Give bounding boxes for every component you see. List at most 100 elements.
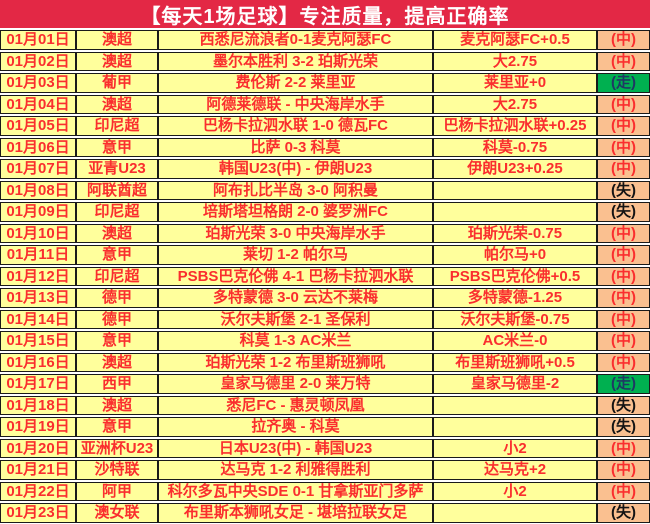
table-row: 01月10日 澳超 珀斯光荣 3-0 中央海岸水手 珀斯光荣-0.75 (中) bbox=[0, 223, 650, 243]
match-cell: 珀斯光荣 1-2 布里斯班狮吼 bbox=[158, 352, 433, 372]
result-cell: (中) bbox=[597, 460, 650, 480]
result-cell: (失) bbox=[597, 503, 650, 523]
tips-table: 01月01日 澳超 西悉尼流浪者0-1麦克阿瑟FC 麦克阿瑟FC+0.5 (中) 01月0… bbox=[0, 28, 650, 524]
result-cell: (中) bbox=[597, 30, 650, 50]
match-cell: 珀斯光荣 3-0 中央海岸水手 bbox=[158, 223, 433, 243]
match-cell: 韩国U23(中) - 伊朗U23 bbox=[158, 159, 433, 179]
pick-cell bbox=[433, 503, 597, 523]
table-row: 01月12日 印尼超 PSBS巴克伦佛 4-1 巴杨卡拉泗水联 PSBS巴克伦佛+0.… bbox=[0, 266, 650, 286]
pick-cell: 皇家马德里-2 bbox=[433, 374, 597, 394]
league-cell: 阿联酋超 bbox=[76, 180, 158, 200]
table-row: 01月18日 澳超 悉尼FC - 惠灵顿凤凰 (失) bbox=[0, 395, 650, 415]
table-row: 01月16日 澳超 珀斯光荣 1-2 布里斯班狮吼 布里斯班狮吼+0.5 (中) bbox=[0, 352, 650, 372]
date-cell: 01月19日 bbox=[0, 417, 76, 437]
table-row: 01月08日 阿联酋超 阿布扎比半岛 3-0 阿积曼 (失) bbox=[0, 180, 650, 200]
result-cell: (失) bbox=[597, 202, 650, 222]
pick-cell: 伊朗U23+0.25 bbox=[433, 159, 597, 179]
pick-cell bbox=[433, 395, 597, 415]
table-row: 01月15日 意甲 科莫 1-3 AC米兰 AC米兰-0 (中) bbox=[0, 331, 650, 351]
date-cell: 01月01日 bbox=[0, 30, 76, 50]
league-cell: 葡甲 bbox=[76, 73, 158, 93]
pick-cell bbox=[433, 417, 597, 437]
table-row: 01月13日 德甲 多特蒙德 3-0 云达不莱梅 多特蒙德-1.25 (中) bbox=[0, 288, 650, 308]
table-row: 01月02日 澳超 墨尔本胜利 3-2 珀斯光荣 大2.75 (中) bbox=[0, 51, 650, 71]
date-cell: 01月04日 bbox=[0, 94, 76, 114]
table-row: 01月11日 意甲 莱切 1-2 帕尔马 帕尔马+0 (中) bbox=[0, 245, 650, 265]
pick-cell: 科莫-0.75 bbox=[433, 137, 597, 157]
date-cell: 01月18日 bbox=[0, 395, 76, 415]
date-cell: 01月11日 bbox=[0, 245, 76, 265]
league-cell: 澳超 bbox=[76, 30, 158, 50]
table-row: 01月06日 意甲 比萨 0-3 科莫 科莫-0.75 (中) bbox=[0, 137, 650, 157]
pick-cell bbox=[433, 180, 597, 200]
date-cell: 01月03日 bbox=[0, 73, 76, 93]
match-cell: 培斯塔坦格朗 2-0 婆罗洲FC bbox=[158, 202, 433, 222]
result-cell: (中) bbox=[597, 352, 650, 372]
match-cell: 布里斯本狮吼女足 - 堪培拉联女足 bbox=[158, 503, 433, 523]
match-cell: 费伦斯 2-2 莱里亚 bbox=[158, 73, 433, 93]
page-title: 【每天1场足球】专注质量，提高正确率 bbox=[0, 0, 650, 28]
pick-cell: 沃尔夫斯堡-0.75 bbox=[433, 309, 597, 329]
match-cell: 阿布扎比半岛 3-0 阿积曼 bbox=[158, 180, 433, 200]
match-cell: 多特蒙德 3-0 云达不莱梅 bbox=[158, 288, 433, 308]
result-cell: (中) bbox=[597, 137, 650, 157]
league-cell: 亚洲杯U23 bbox=[76, 438, 158, 458]
date-cell: 01月20日 bbox=[0, 438, 76, 458]
pick-cell: 巴杨卡拉泗水联+0.25 bbox=[433, 116, 597, 136]
date-cell: 01月09日 bbox=[0, 202, 76, 222]
result-cell: (中) bbox=[597, 438, 650, 458]
table-row: 01月23日 澳女联 布里斯本狮吼女足 - 堪培拉联女足 (失) bbox=[0, 503, 650, 523]
pick-cell: 珀斯光荣-0.75 bbox=[433, 223, 597, 243]
result-cell: (中) bbox=[597, 309, 650, 329]
league-cell: 印尼超 bbox=[76, 202, 158, 222]
date-cell: 01月16日 bbox=[0, 352, 76, 372]
result-cell: (失) bbox=[597, 180, 650, 200]
date-cell: 01月12日 bbox=[0, 266, 76, 286]
date-cell: 01月17日 bbox=[0, 374, 76, 394]
pick-cell: PSBS巴克伦佛+0.5 bbox=[433, 266, 597, 286]
match-cell: 莱切 1-2 帕尔马 bbox=[158, 245, 433, 265]
pick-cell bbox=[433, 202, 597, 222]
result-cell: (中) bbox=[597, 116, 650, 136]
match-cell: 阿德莱德联 - 中央海岸水手 bbox=[158, 94, 433, 114]
table-row: 01月20日 亚洲杯U23 日本U23(中) - 韩国U23 小2 (中) bbox=[0, 438, 650, 458]
league-cell: 亚青U23 bbox=[76, 159, 158, 179]
league-cell: 沙特联 bbox=[76, 460, 158, 480]
match-cell: 沃尔夫斯堡 2-1 圣保利 bbox=[158, 309, 433, 329]
league-cell: 德甲 bbox=[76, 288, 158, 308]
pick-cell: 莱里亚+0 bbox=[433, 73, 597, 93]
table-row: 01月05日 印尼超 巴杨卡拉泗水联 1-0 德瓦FC 巴杨卡拉泗水联+0.25 (中) bbox=[0, 116, 650, 136]
date-cell: 01月23日 bbox=[0, 503, 76, 523]
league-cell: 印尼超 bbox=[76, 116, 158, 136]
league-cell: 澳女联 bbox=[76, 503, 158, 523]
result-cell: (中) bbox=[597, 223, 650, 243]
date-cell: 01月22日 bbox=[0, 481, 76, 501]
table-row: 01月17日 西甲 皇家马德里 2-0 莱万特 皇家马德里-2 (走) bbox=[0, 374, 650, 394]
pick-cell: 大2.75 bbox=[433, 51, 597, 71]
table-row: 01月21日 沙特联 达马克 1-2 利雅得胜利 达马克+2 (中) bbox=[0, 460, 650, 480]
date-cell: 01月06日 bbox=[0, 137, 76, 157]
pick-cell: 小2 bbox=[433, 438, 597, 458]
match-cell: 墨尔本胜利 3-2 珀斯光荣 bbox=[158, 51, 433, 71]
league-cell: 意甲 bbox=[76, 137, 158, 157]
date-cell: 01月21日 bbox=[0, 460, 76, 480]
league-cell: 澳超 bbox=[76, 352, 158, 372]
match-cell: 悉尼FC - 惠灵顿凤凰 bbox=[158, 395, 433, 415]
league-cell: 意甲 bbox=[76, 245, 158, 265]
league-cell: 印尼超 bbox=[76, 266, 158, 286]
league-cell: 澳超 bbox=[76, 223, 158, 243]
match-cell: 达马克 1-2 利雅得胜利 bbox=[158, 460, 433, 480]
pick-cell: 帕尔马+0 bbox=[433, 245, 597, 265]
table-row: 01月19日 意甲 拉齐奥 - 科莫 (失) bbox=[0, 417, 650, 437]
league-cell: 澳超 bbox=[76, 51, 158, 71]
result-cell: (中) bbox=[597, 245, 650, 265]
table-row: 01月22日 阿甲 科尔多瓦中央SDE 0-1 甘拿斯亚门多萨 小2 (中) bbox=[0, 481, 650, 501]
match-cell: 皇家马德里 2-0 莱万特 bbox=[158, 374, 433, 394]
date-cell: 01月13日 bbox=[0, 288, 76, 308]
date-cell: 01月07日 bbox=[0, 159, 76, 179]
date-cell: 01月15日 bbox=[0, 331, 76, 351]
pick-cell: 达马克+2 bbox=[433, 460, 597, 480]
league-cell: 意甲 bbox=[76, 331, 158, 351]
result-cell: (中) bbox=[597, 159, 650, 179]
